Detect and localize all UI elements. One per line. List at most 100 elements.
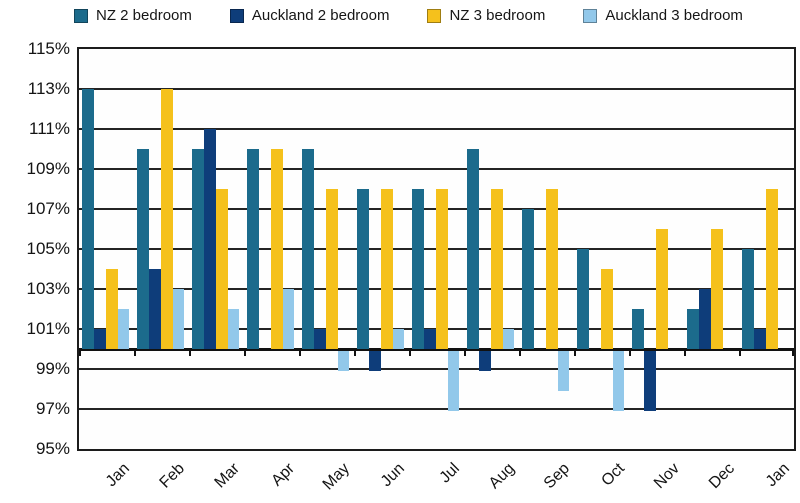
bar-auckland-3-bedroom-jan-0 — [117, 309, 130, 349]
y-tick-label-107pct: 107% — [26, 199, 70, 218]
bar-nz-3-bedroom-dec-11 — [710, 229, 723, 349]
x-tickmark-7 — [464, 349, 466, 356]
gridline-111pct — [79, 128, 794, 130]
bar-auckland-3-bedroom-may-4 — [337, 351, 350, 371]
bar-nz-2-bedroom-apr-3 — [247, 149, 259, 349]
bar-auckland-2-bedroom-dec-11 — [699, 289, 711, 349]
bar-nz-2-bedroom-jan-0 — [82, 89, 94, 349]
y-tick-label-103pct: 103% — [26, 279, 70, 298]
bar-nz-3-bedroom-mar-2 — [215, 189, 228, 349]
x-category-label-feb-1: Feb — [155, 460, 188, 492]
bar-nz-2-bedroom-dec-11 — [687, 309, 699, 349]
x-tickmark-6 — [409, 349, 411, 356]
y-tick-label-113pct: 113% — [27, 79, 70, 98]
x-category-label-may-4: May — [319, 460, 353, 494]
bar-nz-2-bedroom-oct-9 — [577, 249, 589, 349]
x-category-label-jun-5: Jun — [377, 460, 408, 491]
legend-item-auckland-3-bedroom: Auckland 3 bedroom — [583, 7, 743, 24]
bar-nz-3-bedroom-jan-0 — [105, 269, 118, 349]
bar-nz-2-bedroom-sep-8 — [522, 209, 534, 349]
bar-auckland-3-bedroom-sep-8 — [557, 351, 570, 391]
bar-auckland-3-bedroom-jun-5 — [392, 329, 405, 349]
x-tickmark-8 — [519, 349, 521, 356]
y-tick-label-109pct: 109% — [26, 159, 70, 178]
bar-nz-3-bedroom-nov-10 — [655, 229, 668, 349]
bar-nz-3-bedroom-jul-6 — [435, 189, 448, 349]
legend-label-auckland-2-bedroom: Auckland 2 bedroom — [251, 7, 390, 24]
x-tickmark-10 — [629, 349, 631, 356]
gridline-113pct — [79, 88, 794, 90]
x-category-label-jul-6: Jul — [436, 460, 463, 487]
x-category-label-jan-0: Jan — [102, 460, 133, 491]
x-tickmark-11 — [684, 349, 686, 356]
x-tickmark-12 — [739, 349, 741, 356]
bar-nz-3-bedroom-may-4 — [325, 189, 338, 349]
x-category-label-sep-8: Sep — [540, 460, 573, 493]
x-category-label-aug-7: Aug — [485, 460, 518, 493]
x-tickmark-3 — [244, 349, 246, 356]
bar-nz-2-bedroom-jul-6 — [412, 189, 424, 349]
legend-label-nz-3-bedroom: NZ 3 bedroom — [449, 7, 546, 24]
x-category-label-nov-10: Nov — [650, 460, 683, 493]
bar-nz-2-bedroom-may-4 — [302, 149, 314, 349]
bar-nz-3-bedroom-apr-3 — [270, 149, 283, 349]
bar-auckland-3-bedroom-mar-2 — [227, 309, 240, 349]
bar-nz-3-bedroom-oct-9 — [600, 269, 613, 349]
x-category-label-mar-2: Mar — [211, 460, 243, 492]
bar-auckland-3-bedroom-feb-1 — [172, 289, 185, 349]
bar-nz-3-bedroom-jun-5 — [380, 189, 393, 349]
legend-label-auckland-3-bedroom: Auckland 3 bedroom — [605, 7, 743, 24]
y-tick-label-101pct: 101% — [26, 319, 70, 338]
bar-auckland-2-bedroom-jul-6 — [424, 329, 436, 349]
x-tickmark-1 — [134, 349, 136, 356]
y-tick-label-115pct: 115% — [27, 39, 70, 58]
bar-nz-2-bedroom-nov-10 — [632, 309, 644, 349]
gridline-109pct — [79, 168, 794, 170]
bar-nz-3-bedroom-feb-1 — [160, 89, 173, 349]
y-tick-label-105pct: 105% — [26, 239, 70, 258]
x-tickmark-5 — [354, 349, 356, 356]
baseline-axis-100pct — [79, 348, 794, 351]
chart-legend: NZ 2 bedroom Auckland 2 bedroom NZ 3 bedro… — [74, 7, 743, 24]
bar-auckland-2-bedroom-jan-0 — [94, 329, 106, 349]
legend-item-auckland-2-bedroom: Auckland 2 bedroom — [229, 7, 390, 24]
x-category-label-jan-12: Jan — [762, 460, 793, 491]
bar-nz-3-bedroom-aug-7 — [490, 189, 503, 349]
y-tick-label-111pct: 111% — [29, 119, 70, 138]
x-tickmark-13 — [792, 349, 794, 356]
bar-nz-3-bedroom-sep-8 — [545, 189, 558, 349]
legend-swatch-auckland-3-bedroom — [583, 8, 598, 23]
bar-nz-2-bedroom-mar-2 — [192, 149, 204, 349]
x-tickmark-2 — [189, 349, 191, 356]
gridline-97pct — [79, 408, 794, 410]
bar-auckland-2-bedroom-aug-7 — [479, 351, 491, 371]
legend-swatch-nz-2-bedroom — [74, 8, 88, 23]
bar-auckland-2-bedroom-jun-5 — [369, 351, 381, 371]
bar-auckland-2-bedroom-mar-2 — [204, 129, 216, 349]
legend-label-nz-2-bedroom: NZ 2 bedroom — [96, 7, 192, 24]
legend-swatch-auckland-2-bedroom — [229, 8, 244, 23]
y-tick-label-95pct: 95% — [35, 439, 70, 458]
legend-item-nz-2-bedroom: NZ 2 bedroom — [74, 7, 192, 24]
x-tickmark-9 — [574, 349, 576, 356]
bar-nz-2-bedroom-aug-7 — [467, 149, 479, 349]
y-tick-label-99pct: 99% — [35, 359, 70, 378]
bar-auckland-2-bedroom-jan-12 — [754, 329, 766, 349]
bar-auckland-2-bedroom-may-4 — [314, 329, 326, 349]
legend-swatch-nz-3-bedroom — [427, 8, 442, 23]
x-category-label-dec-11: Dec — [705, 460, 738, 493]
bar-nz-2-bedroom-jun-5 — [357, 189, 369, 349]
y-tick-label-97pct: 97% — [35, 399, 70, 418]
bar-auckland-3-bedroom-oct-9 — [612, 351, 625, 411]
x-category-label-apr-3: Apr — [267, 460, 298, 490]
x-tickmark-0 — [79, 349, 81, 356]
bar-auckland-2-bedroom-feb-1 — [149, 269, 161, 349]
bar-nz-2-bedroom-jan-12 — [742, 249, 754, 349]
bar-nz-3-bedroom-jan-12 — [765, 189, 778, 349]
x-category-label-oct-9: Oct — [597, 460, 628, 490]
x-tickmark-4 — [299, 349, 301, 356]
bar-nz-2-bedroom-feb-1 — [137, 149, 149, 349]
bar-auckland-3-bedroom-aug-7 — [502, 329, 515, 349]
bar-auckland-2-bedroom-nov-10 — [644, 351, 656, 411]
